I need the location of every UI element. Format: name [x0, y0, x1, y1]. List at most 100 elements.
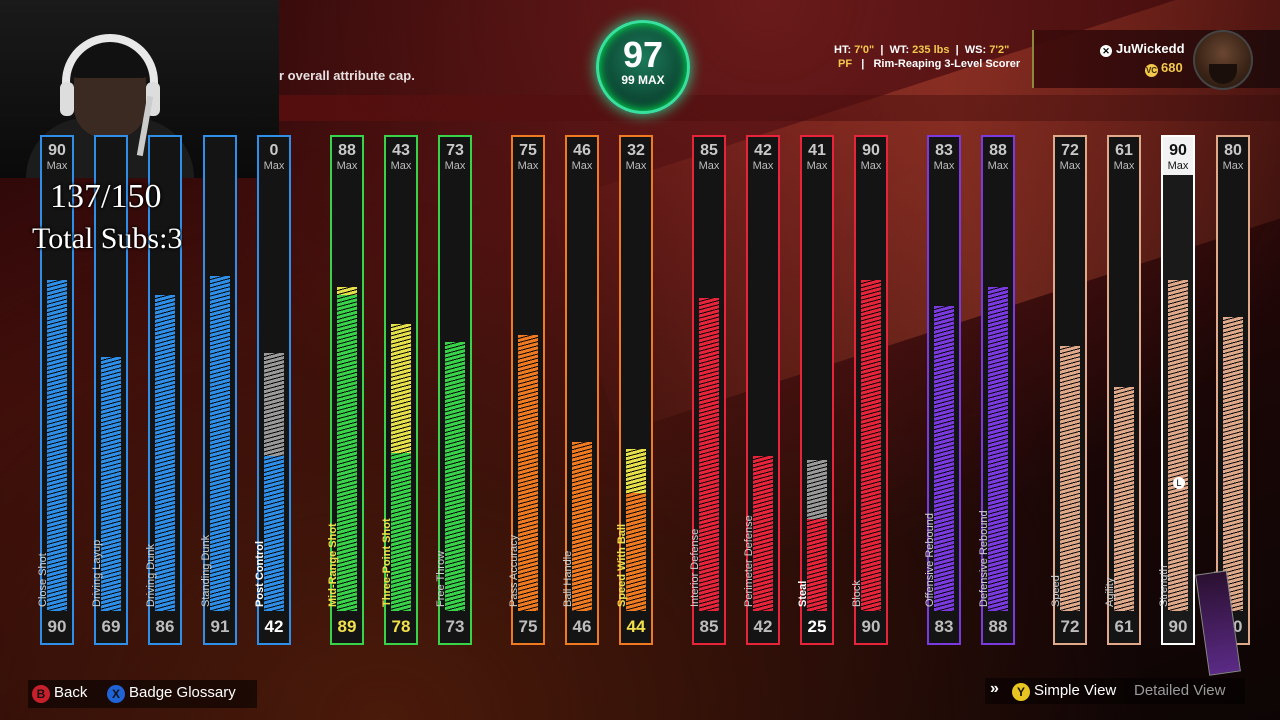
- attribute-max-label: Max: [1167, 160, 1189, 172]
- overall-rating-value: 97: [622, 34, 664, 75]
- detailed-view-tab[interactable]: Detailed View: [1134, 682, 1226, 699]
- attribute-current-value: 72: [1060, 617, 1080, 636]
- attribute-boost-fill: [391, 323, 411, 453]
- attribute-max-value: 88: [338, 142, 356, 159]
- attribute-name: Steal: [797, 580, 809, 607]
- attribute-bar-pass-accuracy[interactable]: 75 Max Pass Accuracy 75: [508, 135, 545, 645]
- attribute-current-value: 90: [47, 617, 67, 636]
- attribute-max-label: Max: [752, 160, 774, 172]
- attribute-max-label: Max: [698, 160, 720, 172]
- attribute-bar-perimeter-defense[interactable]: 42 Max Perimeter Defense 42: [743, 135, 780, 645]
- attribute-max-label: Max: [860, 160, 882, 172]
- wingspan-label: WS:: [964, 44, 987, 56]
- height-label: HT:: [834, 44, 852, 56]
- attribute-current-value: 90: [861, 617, 881, 636]
- attribute-bar-interior-defense[interactable]: 85 Max Interior Defense 85: [689, 135, 726, 645]
- attribute-name: Free Throw: [435, 550, 447, 607]
- attribute-current-value: 42: [264, 617, 284, 636]
- attribute-boost-fill: [807, 460, 827, 519]
- attribute-bar-offensive-rebound[interactable]: 83 Max Offensive Rebound 83: [924, 135, 961, 645]
- attribute-bar-driving-layup[interactable]: Driving Layup 69: [91, 135, 128, 645]
- attribute-fill: [934, 305, 954, 611]
- attribute-bar-block[interactable]: 90 Max Block 90: [851, 135, 888, 645]
- attribute-name: Agility: [1104, 577, 1116, 607]
- attribute-boost-fill: [337, 287, 357, 295]
- vc-coin-icon: VC: [1145, 64, 1158, 77]
- attribute-bar-post-control[interactable]: 0 Max Post Control 42: [254, 135, 291, 645]
- attribute-name: Speed: [1050, 575, 1062, 607]
- attribute-bar-steal[interactable]: 41 Max Steal 25: [797, 135, 834, 645]
- badge-glossary-label: Badge Glossary: [129, 684, 236, 701]
- attribute-bar-speed[interactable]: 72 Max Speed 72: [1050, 135, 1087, 645]
- attribute-fill: [753, 456, 773, 611]
- attribute-max-label: Max: [1222, 160, 1244, 172]
- attribute-current-value: 88: [988, 617, 1008, 636]
- simple-view-button[interactable]: Y Simple View: [1012, 682, 1116, 701]
- attribute-bar-free-throw[interactable]: 73 Max Free Throw 73: [435, 135, 472, 645]
- attribute-fill: [699, 298, 719, 611]
- attribute-current-value: 75: [518, 617, 538, 636]
- attribute-name: Driving Layup: [91, 539, 103, 607]
- attribute-name: Defensive Rebound: [978, 510, 990, 607]
- simple-view-label: Simple View: [1034, 682, 1117, 699]
- xbox-icon: ✕: [1100, 45, 1112, 57]
- lock-icon: L: [1173, 477, 1185, 489]
- attribute-bar-strength[interactable]: 90 Max Strength 90 L: [1158, 135, 1195, 645]
- y-button-icon: Y: [1012, 683, 1030, 701]
- attribute-fill: [572, 441, 592, 611]
- weight-label: WT:: [889, 44, 910, 56]
- attribute-max-label: Max: [263, 160, 285, 172]
- attribute-max-label: Max: [1059, 160, 1081, 172]
- attribute-bar-vertical[interactable]: 80MaxVertical80: [1213, 135, 1250, 645]
- back-button[interactable]: B Back: [32, 684, 87, 703]
- badge-glossary-button[interactable]: X Badge Glossary: [107, 684, 236, 703]
- attribute-fill: [1060, 346, 1080, 611]
- attribute-current-value: 42: [753, 617, 773, 636]
- attribute-current-value: 61: [1114, 617, 1134, 636]
- attribute-current-value: 85: [699, 617, 719, 636]
- attribute-max-value: 90: [1169, 142, 1187, 159]
- attribute-current-value: 25: [807, 617, 827, 636]
- attribute-current-value: 86: [155, 617, 175, 636]
- x-button-icon: X: [107, 685, 125, 703]
- attribute-current-value: 73: [445, 617, 465, 636]
- attribute-current-value: 90: [1168, 617, 1188, 636]
- attribute-max-label: Max: [571, 160, 593, 172]
- gamertag: ✕ JuWickedd: [1100, 41, 1185, 57]
- attribute-max-value: 41: [808, 142, 826, 159]
- attribute-max-label: Max: [987, 160, 1009, 172]
- attribute-fill: [861, 279, 881, 611]
- attribute-name: Pass Accuracy: [508, 534, 520, 607]
- attribute-max-label: Max: [625, 160, 647, 172]
- attribute-current-value: 78: [391, 617, 411, 636]
- attribute-fill: [47, 279, 67, 611]
- attribute-max-value: 88: [989, 142, 1007, 159]
- attribute-max-value: 75: [519, 142, 537, 159]
- attribute-max-value: 90: [48, 142, 66, 159]
- attribute-max-value: 0: [269, 142, 279, 159]
- attribute-fill: [1114, 386, 1134, 611]
- overall-rating-badge: 97 99 MAX: [596, 20, 690, 114]
- attribute-current-value: 46: [572, 617, 592, 636]
- attribute-bar-driving-dunk[interactable]: Driving Dunk 86: [145, 135, 182, 645]
- attribute-fill: [1223, 316, 1243, 611]
- attribute-bar-three-point-shot[interactable]: 43 Max Three-Point Shot 78: [381, 135, 418, 645]
- player-measurements: HT: 7'0" | WT: 235 lbs | WS: 7'2": [834, 44, 1010, 56]
- attribute-max-label: Max: [517, 160, 539, 172]
- attribute-max-label: Max: [444, 160, 466, 172]
- attribute-boost-fill: [626, 449, 646, 494]
- attribute-bar-close-shot[interactable]: 90 Max Close Shot 90: [37, 135, 74, 645]
- attribute-bar-ball-handle[interactable]: 46 Max Ball Handle 46: [562, 135, 599, 645]
- attribute-name: Offensive Rebound: [924, 513, 936, 607]
- attribute-bar-speed-with-ball[interactable]: 32 Max Speed With Ball 44: [616, 135, 653, 645]
- attribute-name: Ball Handle: [562, 550, 574, 607]
- double-chevron-icon: »: [990, 680, 999, 697]
- attribute-name: Block: [851, 580, 863, 607]
- attribute-bar-standing-dunk[interactable]: Standing Dunk 91: [200, 135, 237, 645]
- header-band: [278, 95, 1280, 121]
- cap-info-text: r overall attribute cap.: [279, 68, 415, 83]
- attribute-bar-agility[interactable]: 61 Max Agility 61: [1104, 135, 1141, 645]
- attribute-boost-fill: [264, 353, 284, 457]
- attribute-bar-defensive-rebound[interactable]: 88 Max Defensive Rebound 88: [978, 135, 1015, 645]
- attribute-bar-mid-range-shot[interactable]: 88 Max Mid-Range Shot 89: [327, 135, 364, 645]
